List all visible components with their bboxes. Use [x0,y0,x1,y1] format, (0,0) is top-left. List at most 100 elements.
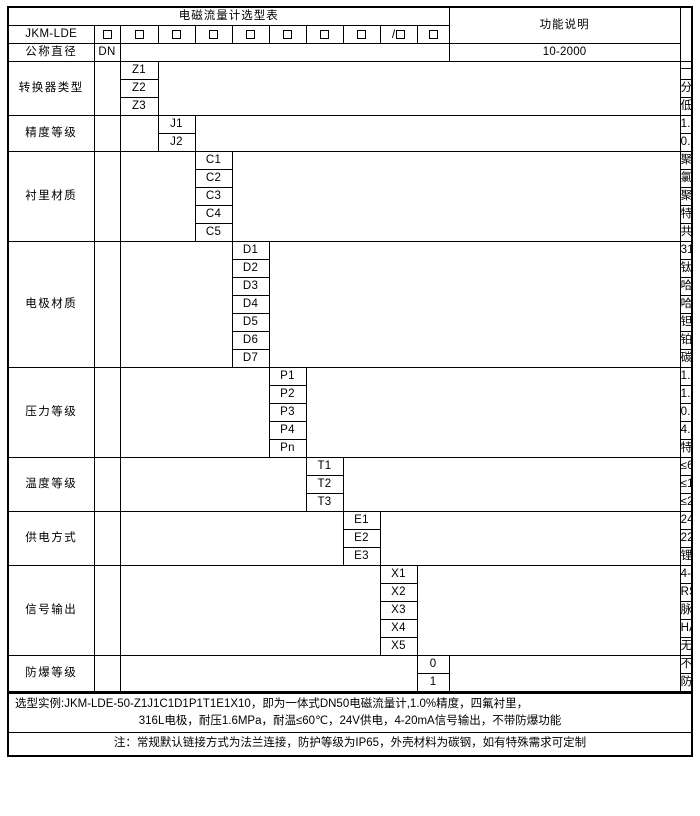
matrix-row: D3 哈氏合金B [8,277,693,296]
note-example-row: 选型实例:JKM-LDE-50-Z1J1C1D1P1T1E1X10，即为一体式D… [8,692,692,734]
description-cell: 钛合金 [679,259,693,278]
code-cell-X4[interactable]: X4 [379,619,418,638]
code-cell-D4[interactable]: D4 [231,295,270,314]
code-cell-0[interactable]: 0 [416,655,450,674]
code-cell-D6[interactable]: D6 [231,331,270,350]
code-cell-Z3[interactable]: Z3 [119,97,159,116]
spacer-cell-dn [93,511,121,566]
spacer-cell-left [119,115,159,152]
description-cell: 防爆Exdmb Ⅱ CT6 [679,673,693,693]
code-cell-C1[interactable]: C1 [194,151,233,170]
code-cell-X2[interactable]: X2 [379,583,418,602]
code-cell-T2[interactable]: T2 [305,475,344,494]
code-box-cell-2[interactable] [119,25,159,44]
matrix-row: E3 锂电池（仅限低功耗式） [8,547,693,566]
code-cell-J1[interactable]: J1 [157,115,196,134]
code-cell-Z2[interactable]: Z2 [119,79,159,98]
checkbox-icon[interactable] [396,30,406,39]
code-cell-C2[interactable]: C2 [194,169,233,188]
spacer-cell-right [416,565,681,656]
code-cell-D2[interactable]: D2 [231,259,270,278]
code-box-cell-5[interactable] [231,25,270,44]
code-cell-X3[interactable]: X3 [379,601,418,620]
matrix-row: C5 共聚物（PFA） [8,223,693,242]
checkbox-icon[interactable] [134,29,144,39]
matrix-row: 压力等级 P1 1.6MPa（DN15~150） [7,367,693,458]
description-cell: 0.6MPa(DN700~DN2000) [679,403,693,422]
note-remark-row: 注：常规默认链接方式为法兰连接，防护等级为IP65，外壳材料为碳钢，如有特殊需求… [8,732,692,757]
spacer-cell-dn [93,457,121,512]
description-cell: 碳化钨 [679,349,693,368]
checkbox-icon[interactable] [209,29,218,39]
spacer-cell-dn [93,115,121,152]
code-cell-P1[interactable]: P1 [268,367,307,386]
group-label-10: 防爆等级 [7,655,95,693]
slash-separator: / [391,27,396,42]
code-cell-P3[interactable]: P3 [268,403,307,422]
table-title: 电磁流量计选型表 [7,6,450,26]
code-cell-P2[interactable]: P2 [268,385,307,404]
matrix-row: 信号输出 X1 4-20mA [7,565,693,656]
code-cell-P4[interactable]: P4 [268,421,307,440]
matrix-row: J2 0.5级 [8,133,693,152]
description-cell: RS-485 [679,583,693,602]
code-box-cell-6[interactable] [268,25,307,44]
code-cell-X1[interactable]: X1 [379,565,418,584]
code-cell-T3[interactable]: T3 [305,493,344,512]
code-cell-D5[interactable]: D5 [231,313,270,332]
matrix-row: 温度等级 T1 ≤60℃(CR/PU) [7,457,693,512]
code-cell-D1[interactable]: D1 [231,241,270,260]
description-cell: 特殊定制 [679,439,693,458]
checkbox-icon[interactable] [428,29,438,39]
checkbox-icon[interactable] [172,29,181,39]
code-cell-T1[interactable]: T1 [305,457,344,476]
selection-example-line-1: 选型实例:JKM-LDE-50-Z1J1C1D1P1T1E1X10，即为一体式D… [15,698,529,710]
code-box-cell-10[interactable] [416,25,450,44]
code-cell-C4[interactable]: C4 [194,205,233,224]
matrix-row: C3 聚氨酯橡胶（PU） [8,187,693,206]
table-title-row: 电磁流量计选型表 功能说明 [7,6,692,44]
footer-notes-table: 选型实例:JKM-LDE-50-Z1J1C1D1P1T1E1X10，即为一体式D… [7,692,693,758]
checkbox-icon[interactable] [283,29,292,39]
group-label-9: 信号输出 [7,565,95,656]
matrix-row: 1 防爆Exdmb Ⅱ CT6 [8,673,693,693]
code-cell-X5[interactable]: X5 [379,637,418,656]
code-box-cell-3[interactable] [157,25,196,44]
matrix-row: Z3 低功耗式 [8,97,693,116]
spacer-cell-right [157,61,681,116]
matrix-row: 防爆等级 0 不防爆 [7,655,693,693]
code-cell-Pn[interactable]: Pn [268,439,307,458]
code-box-cell-9[interactable]: / [379,25,418,44]
model-prefix-label: JKM-LDE [7,25,95,44]
checkbox-icon[interactable] [246,29,255,39]
checkbox-icon[interactable] [102,29,112,39]
spacer-cell-right [231,151,681,242]
code-cell-E1[interactable]: E1 [342,511,381,530]
checkbox-icon[interactable] [357,29,366,39]
code-cell-D7[interactable]: D7 [231,349,270,368]
code-cell-C5[interactable]: C5 [194,223,233,242]
code-box-cell-8[interactable] [342,25,381,44]
code-box-cell-7[interactable] [305,25,344,44]
checkbox-icon[interactable] [320,29,329,39]
code-cell-E2[interactable]: E2 [342,529,381,548]
code-cell-C3[interactable]: C3 [194,187,233,206]
code-cell-Z1[interactable]: Z1 [119,61,159,80]
matrix-row: 供电方式 E1 24VDC [7,511,693,566]
matrix-row: 衬里材质 C1 聚四氟乙烯（F4/PTFE） [7,151,693,242]
code-cell-1[interactable]: 1 [416,673,450,693]
matrix-row: T2 ≤120℃(PTEP/FEP) [8,475,693,494]
spacer-cell-right [305,367,681,458]
code-cell-D3[interactable]: D3 [231,277,270,296]
code-cell-E3[interactable]: E3 [342,547,381,566]
code-box-cell-1[interactable] [93,25,121,44]
description-cell: 哈氏合金B [679,277,693,296]
spacer-cell-right [379,511,681,566]
description-cell: 1.0MPa（DN200~DN600） [679,385,693,404]
code-box-cell-4[interactable] [194,25,233,44]
matrix-row: E2 220VAC [8,529,693,548]
spacer-cell-right [268,241,681,368]
spacer-cell-left [119,241,233,368]
code-cell-J2[interactable]: J2 [157,133,196,152]
